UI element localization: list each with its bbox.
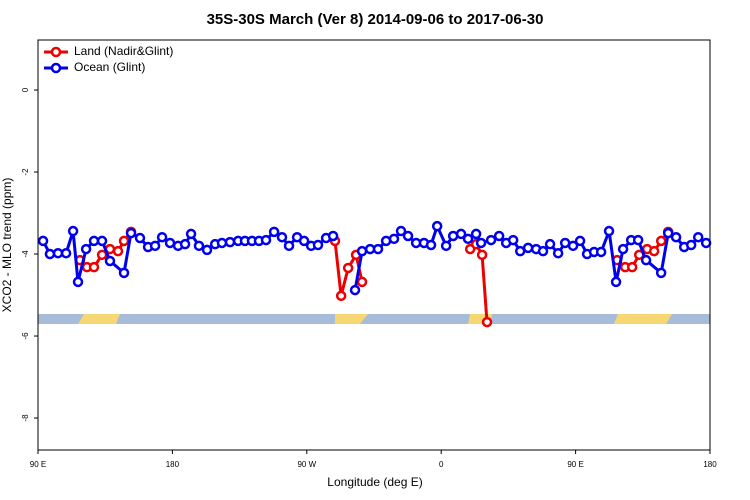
data-point [485,234,497,246]
data-point [112,245,124,257]
x-tick-label: 90 E [567,460,583,469]
data-point [440,240,452,252]
x-tick-label: 180 [166,460,180,469]
data-point [52,247,64,259]
data-point [462,233,474,245]
data-point [88,261,100,273]
data-point [312,239,324,251]
data-point [662,227,674,239]
y-tick-label: -6 [21,332,30,340]
data-point [216,237,228,249]
data-point [118,235,130,247]
y-tick-label: 0 [21,87,30,92]
x-axis-label: Longitude (deg E) [327,475,422,489]
data-point [67,225,79,237]
data-point [118,267,130,279]
data-point [72,276,84,288]
data-point [603,225,615,237]
data-point [610,276,622,288]
legend-marker [50,46,62,58]
data-point [640,254,652,266]
data-point [425,239,437,251]
y-tick-label: -2 [21,168,30,176]
data-point [372,243,384,255]
data-point [567,240,579,252]
y-axis-label: XCO2 - MLO trend (ppm) [0,178,14,313]
plot-frame [37,39,711,451]
data-point [276,231,288,243]
data-point [700,237,712,249]
data-point [692,231,704,243]
data-point [356,245,368,257]
data-point [96,235,108,247]
data-point [335,290,347,302]
data-point [595,246,607,258]
data-point [395,225,407,237]
data-point [125,227,137,239]
x-tick-label: 180 [703,460,717,469]
data-point [149,240,161,252]
data-point [655,267,667,279]
data-point [626,261,638,273]
data-point [342,262,354,274]
chart-title: 35S-30S March (Ver 8) 2014-09-06 to 2017… [207,11,544,28]
data-point [179,238,191,250]
data-point [44,248,56,260]
data-point [388,233,400,245]
land-mask-strip [38,314,710,324]
legend: Land (Nadir&Glint) Ocean (Glint) [44,44,173,74]
legend-label: Ocean (Glint) [74,60,145,74]
data-point [260,234,272,246]
data-point [475,237,487,249]
data-point [431,220,443,232]
data-point [632,234,644,246]
legend-marker [50,62,62,74]
data-point [185,228,197,240]
data-point [476,249,488,261]
data-point [655,235,667,247]
data-point [60,247,72,259]
x-tick-label: 90 W [297,460,316,469]
data-point [349,284,361,296]
data-point [201,244,213,256]
data-point [455,228,467,240]
data-point [156,231,168,243]
data-point [80,243,92,255]
data-point [552,247,564,259]
data-point [327,230,339,242]
data-point [298,235,310,247]
y-tick-label: -8 [21,414,30,422]
plot-area [37,220,712,328]
data-point [104,255,116,267]
data-point [670,231,682,243]
data-point [544,238,556,250]
data-point [617,243,629,255]
data-point [88,235,100,247]
data-point [648,245,660,257]
data-point [96,249,108,261]
data-point [164,237,176,249]
data-point [685,239,697,251]
data-point [537,245,549,257]
data-point [507,234,519,246]
data-point [470,228,482,240]
data-point [268,226,280,238]
legend-label: Land (Nadir&Glint) [74,44,173,58]
y-tick-label: -4 [21,250,30,258]
data-point [493,230,505,242]
x-tick-label: 0 [439,460,444,469]
data-point [574,235,586,247]
data-point [283,240,295,252]
data-point [193,240,205,252]
data-point [37,235,49,247]
data-point [224,236,236,248]
x-tick-label: 90 E [30,460,46,469]
data-point [356,276,368,288]
data-point [134,232,146,244]
data-point [481,316,493,328]
data-point [522,242,534,254]
data-point [402,230,414,242]
